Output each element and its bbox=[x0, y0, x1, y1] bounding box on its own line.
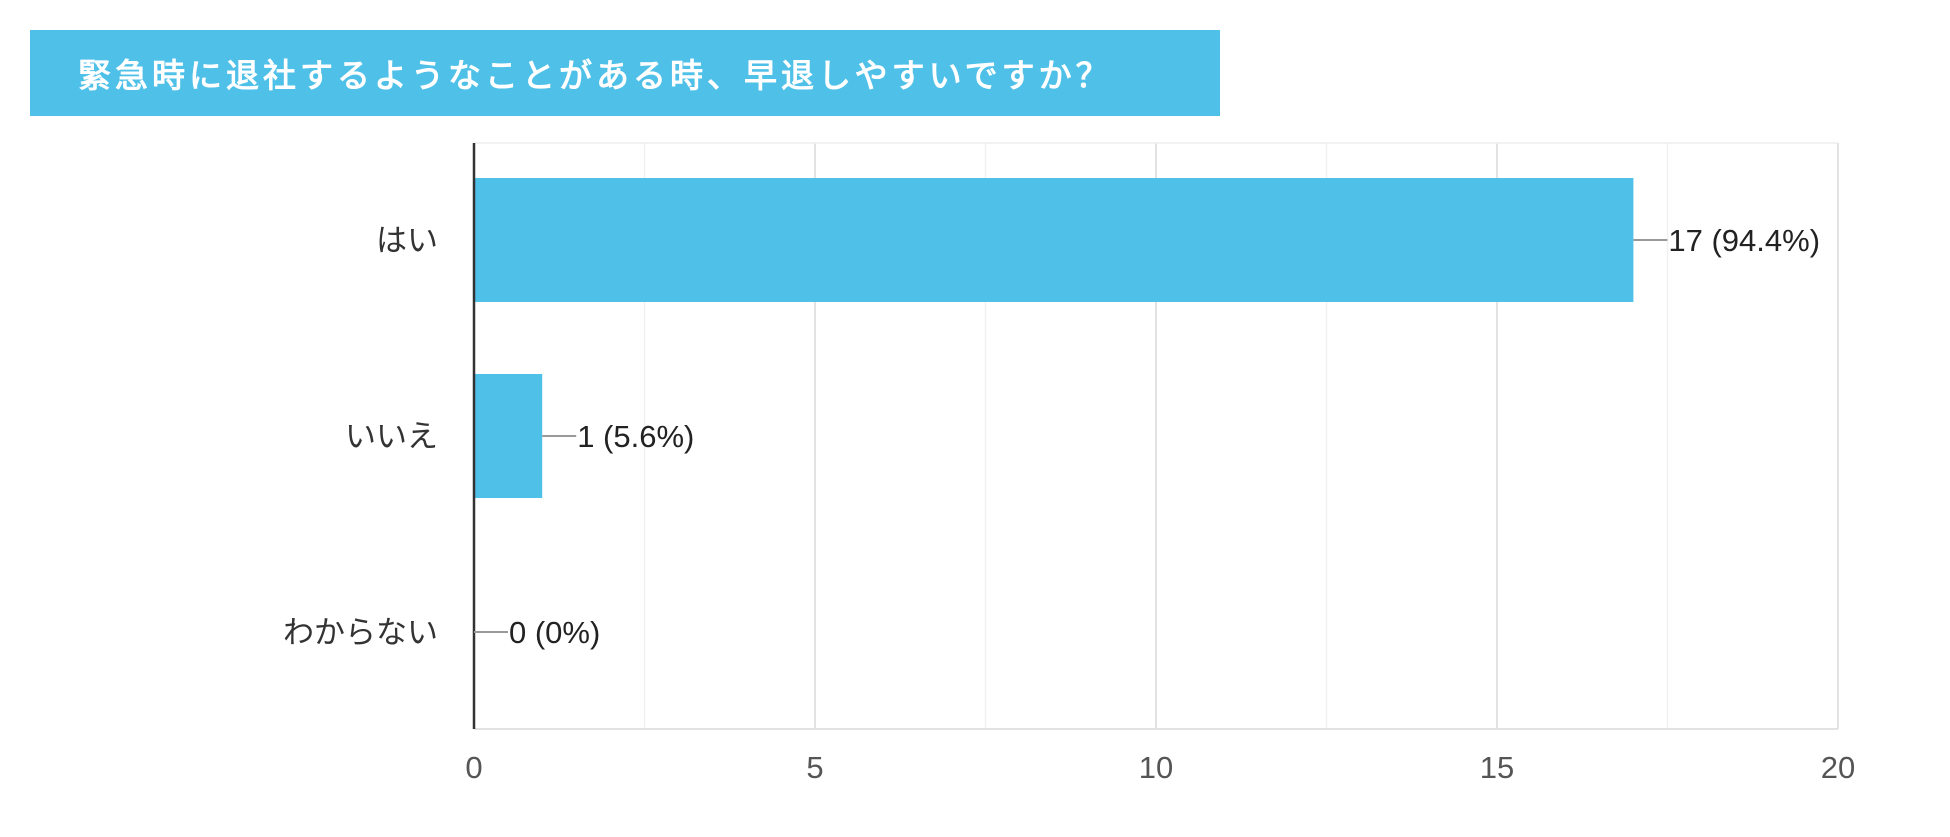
category-label: わからない bbox=[283, 615, 438, 651]
data-label: 1 (5.6%) bbox=[577, 419, 694, 454]
bar bbox=[474, 374, 543, 498]
category-label: いいえ bbox=[345, 419, 438, 455]
title-banner: 緊急時に退社するようなことがある時、早退しやすいですか？ bbox=[30, 30, 1220, 116]
x-tick-label: 0 bbox=[465, 750, 482, 785]
bars bbox=[474, 178, 1634, 498]
labels: 17 (94.4%) はい 1 (5.6%) いいえ 0 (0%) わからない bbox=[283, 223, 1820, 651]
x-tick-label: 15 bbox=[1480, 750, 1514, 785]
category-label: はい bbox=[376, 223, 438, 259]
chart-title: 緊急時に退社するようなことがある時、早退しやすいですか？ bbox=[78, 56, 1113, 95]
data-label: 17 (94.4%) bbox=[1668, 223, 1820, 258]
x-tick-label: 20 bbox=[1821, 750, 1855, 785]
bar bbox=[474, 178, 1634, 302]
x-tick-label: 5 bbox=[806, 750, 823, 785]
data-label: 0 (0%) bbox=[509, 615, 600, 650]
x-tick-label: 10 bbox=[1139, 750, 1173, 785]
